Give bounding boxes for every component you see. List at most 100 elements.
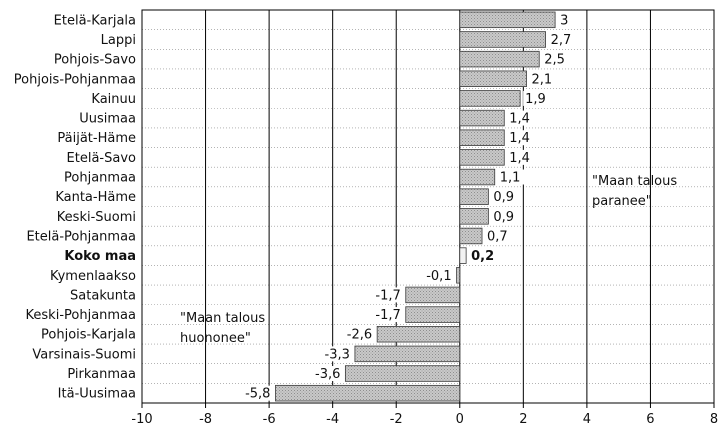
value-label-bg	[469, 248, 496, 264]
value-label-bg	[497, 169, 525, 185]
bar	[459, 227, 483, 245]
category-label: Päijät-Häme	[57, 131, 136, 146]
x-tick-label: 6	[646, 412, 654, 427]
value-label-bg	[238, 385, 273, 401]
labels: -10 -8 -6 -4 -2 0 2 4 6 8 Etelä-Karjala 3 Lappi 2,7 Po…	[14, 12, 718, 427]
bar-highlight	[459, 247, 467, 264]
value-label-bg	[368, 307, 403, 323]
plot-frame	[141, 9, 715, 404]
annotation-positive: "Maan talous paranee"	[592, 174, 677, 209]
category-label: Keski-Pohjanmaa	[26, 308, 136, 323]
bar	[459, 11, 556, 29]
bar	[405, 286, 461, 304]
value-label: 2,5	[544, 53, 565, 68]
bar	[456, 267, 461, 284]
value-label-bg	[542, 51, 570, 67]
value-label-bg	[548, 31, 576, 47]
bar	[376, 325, 461, 343]
category-label: Pohjois-Savo	[54, 53, 136, 68]
value-label: -0,1	[426, 269, 451, 284]
x-tick-label: 2	[519, 412, 527, 427]
value-label-bg	[507, 110, 535, 126]
x-tick-label: 8	[710, 412, 718, 427]
bar	[459, 31, 546, 48]
category-label: Kanta-Häme	[55, 190, 136, 205]
value-label: 0,9	[493, 210, 514, 225]
x-tick-label: -8	[199, 412, 212, 427]
value-label: -5,8	[245, 387, 270, 402]
value-label: -1,7	[375, 288, 400, 303]
category-label: Etelä-Karjala	[54, 13, 136, 28]
category-label: Satakunta	[70, 288, 136, 303]
value-label: 1,4	[509, 151, 530, 166]
value-label-bg	[307, 366, 343, 382]
category-label: Pohjanmaa	[64, 171, 136, 186]
annotation-positive-line-2: paranee"	[592, 194, 652, 209]
value-label-bg	[317, 346, 352, 362]
x-tick-label: 0	[456, 412, 464, 427]
value-label-bg	[507, 149, 535, 165]
category-label: Varsinais-Suomi	[32, 347, 136, 362]
value-label: 3	[560, 13, 568, 28]
value-label: -1,7	[375, 308, 400, 323]
bar	[459, 109, 505, 127]
x-tick-label: -4	[326, 412, 339, 427]
category-label: Lappi	[101, 33, 136, 48]
value-label-bg	[491, 208, 519, 224]
x-tick-label: 4	[583, 412, 591, 427]
value-label: -2,6	[347, 328, 372, 343]
value-label-bg	[558, 12, 570, 28]
x-tick-label: -10	[131, 412, 152, 427]
value-label: 1,9	[525, 92, 546, 107]
annotation-positive-line-1: "Maan talous	[592, 174, 677, 189]
value-label: 1,4	[509, 112, 530, 127]
bar	[459, 149, 505, 166]
bar	[459, 208, 489, 225]
value-label: 1,1	[500, 171, 521, 186]
value-label: -3,6	[315, 367, 340, 382]
bar	[344, 365, 461, 382]
value-label: -3,3	[325, 347, 350, 362]
category-label: Kainuu	[91, 92, 136, 107]
bar	[275, 384, 461, 402]
value-label-bg	[485, 228, 512, 244]
category-label: Itä-Uusimaa	[58, 387, 136, 402]
value-label: 2,7	[551, 33, 572, 48]
value-label-bg	[529, 71, 557, 87]
bar	[459, 50, 540, 68]
value-label-bg	[339, 326, 375, 342]
x-tick-label: -6	[263, 412, 276, 427]
value-label: 2,1	[532, 72, 553, 87]
annotation-negative: "Maan talous huononee"	[180, 311, 265, 346]
value-label-bg	[491, 189, 519, 205]
category-label: Etelä-Savo	[67, 151, 136, 166]
category-label: Koko maa	[64, 249, 136, 264]
category-label: Uusimaa	[79, 112, 136, 127]
value-label: 0,7	[487, 229, 508, 244]
bar	[459, 70, 527, 87]
category-label: Pirkanmaa	[67, 367, 136, 382]
bars	[275, 11, 556, 402]
value-label-bg	[419, 267, 454, 283]
value-label-bg	[368, 287, 403, 303]
category-label: Pohjois-Karjala	[41, 328, 136, 343]
bar	[459, 129, 505, 146]
category-label: Keski-Suomi	[57, 210, 136, 225]
value-label-bg	[523, 90, 550, 106]
bar	[459, 90, 521, 107]
annotation-negative-line-2: huononee"	[180, 331, 251, 346]
category-label: Etelä-Pohjanmaa	[26, 229, 136, 244]
bar	[354, 345, 461, 363]
bar	[459, 188, 489, 205]
bar	[459, 168, 496, 186]
value-label: 1,4	[509, 131, 530, 146]
category-label: Pohjois-Pohjanmaa	[14, 72, 136, 87]
annotation-negative-line-1: "Maan talous	[180, 311, 265, 326]
value-label: 0,9	[493, 190, 514, 205]
x-tick-label: -2	[390, 412, 403, 427]
bar	[405, 306, 461, 323]
category-label: Kymenlaakso	[50, 269, 136, 284]
value-label: 0,2	[471, 249, 494, 264]
value-label-bg	[507, 130, 535, 146]
